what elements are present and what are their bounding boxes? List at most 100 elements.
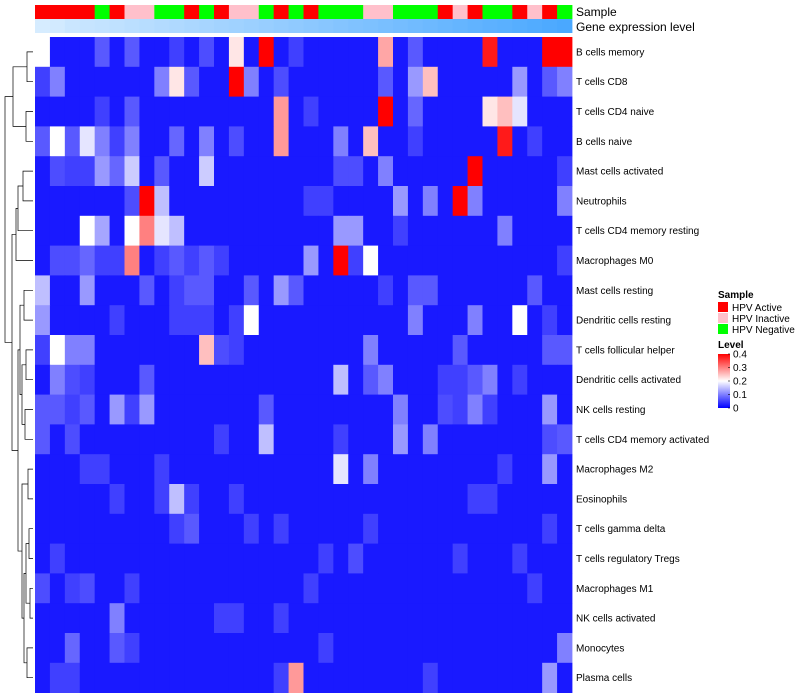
- heatmap-cell: [512, 424, 528, 455]
- heatmap-cell: [393, 394, 409, 425]
- heatmap-cell: [348, 573, 364, 604]
- heatmap-cell: [79, 424, 96, 455]
- heatmap-cell: [169, 603, 185, 634]
- heatmap-cell: [49, 394, 66, 425]
- sample-annotation-cell: [35, 5, 51, 19]
- heatmap-cell: [378, 573, 394, 604]
- heatmap-cell: [557, 215, 573, 246]
- heatmap-cell: [35, 424, 51, 455]
- heatmap-cell: [542, 603, 558, 634]
- sample-annotation-cell: [318, 5, 334, 19]
- heatmap-cell: [482, 156, 498, 187]
- heatmap-cell: [35, 126, 51, 157]
- heatmap-cell: [437, 275, 454, 306]
- heatmap-cell: [512, 543, 528, 574]
- heatmap-cell: [184, 484, 200, 515]
- heatmap-cell: [214, 454, 230, 485]
- row-label: Macrophages M0: [576, 256, 654, 267]
- heatmap-cell: [79, 156, 96, 187]
- heatmap-cell: [273, 513, 289, 544]
- row-label: Macrophages M2: [576, 465, 654, 476]
- heatmap-cell: [452, 603, 468, 634]
- heatmap-cell: [318, 573, 334, 604]
- heatmap-cell: [422, 156, 439, 187]
- heatmap-cell: [154, 335, 170, 366]
- heatmap-cell: [303, 394, 319, 425]
- sample-legend-title: Sample: [718, 290, 754, 301]
- heatmap-cell: [482, 573, 498, 604]
- dendrogram-branch: [21, 364, 26, 425]
- heatmap-cell: [228, 66, 245, 97]
- heatmap-cell: [303, 633, 319, 664]
- sample-annotation-cell: [482, 5, 498, 19]
- heatmap-cell: [94, 156, 110, 187]
- row-label: Plasma cells: [576, 673, 632, 684]
- heatmap-cell: [482, 126, 498, 157]
- heatmap-cell: [228, 424, 245, 455]
- heatmap-cell: [527, 484, 543, 515]
- heatmap-cell: [527, 424, 543, 455]
- heatmap-cell: [407, 126, 424, 157]
- heatmap-cell: [35, 633, 51, 664]
- heatmap-cell: [109, 245, 125, 276]
- heatmap-cell: [199, 424, 215, 455]
- heatmap-cell: [139, 126, 155, 157]
- heatmap-cell: [497, 662, 513, 693]
- heatmap-cell: [199, 96, 215, 127]
- heatmap-cell: [303, 96, 319, 127]
- heatmap-cell: [35, 662, 51, 693]
- heatmap-cell: [109, 215, 125, 246]
- heatmap-cell: [35, 543, 51, 574]
- heatmap-cell: [124, 126, 140, 157]
- heatmap-cell: [154, 126, 170, 157]
- heatmap-cell: [452, 156, 468, 187]
- row-label: NK cells activated: [576, 614, 655, 625]
- heatmap-cell: [139, 394, 155, 425]
- heatmap-cell: [199, 603, 215, 634]
- heatmap-cell: [303, 573, 319, 604]
- heatmap-cell: [228, 603, 245, 634]
- heatmap-cell: [184, 186, 200, 217]
- heatmap-cell: [139, 454, 155, 485]
- heatmap-cell: [154, 156, 170, 187]
- heatmap-cell: [348, 305, 364, 336]
- heatmap-cell: [258, 66, 275, 97]
- heatmap-cell: [79, 573, 96, 604]
- heatmap-cell: [139, 335, 155, 366]
- heatmap-cell: [199, 662, 215, 693]
- heatmap-cell: [109, 454, 125, 485]
- heatmap-cell: [214, 335, 230, 366]
- heatmap-cell: [452, 484, 468, 515]
- heatmap-cell: [288, 573, 304, 604]
- heatmap-cell: [512, 275, 528, 306]
- heatmap-cell: [363, 394, 379, 425]
- expression-annotation-bar: [35, 19, 573, 33]
- heatmap-cell: [35, 573, 51, 604]
- heatmap-cell: [482, 66, 498, 97]
- expression-annotation-cell: [527, 19, 543, 33]
- heatmap-cell: [542, 156, 558, 187]
- heatmap-cell: [169, 513, 185, 544]
- heatmap-cell: [467, 603, 483, 634]
- sample-annotation-cell: [288, 5, 304, 19]
- expression-annotation-cell: [542, 19, 558, 33]
- heatmap-cell: [557, 66, 573, 97]
- heatmap-cell: [109, 543, 125, 574]
- heatmap-cell: [482, 96, 498, 127]
- heatmap-cell: [467, 186, 483, 217]
- heatmap-cell: [482, 215, 498, 246]
- heatmap-cell: [303, 66, 319, 97]
- heatmap-cell: [393, 335, 409, 366]
- heatmap-cell: [273, 156, 289, 187]
- heatmap-cell: [557, 394, 573, 425]
- heatmap-cell: [288, 186, 304, 217]
- heatmap-cell: [378, 275, 394, 306]
- heatmap-cell: [318, 364, 334, 395]
- heatmap-cell: [318, 96, 334, 127]
- heatmap-cell: [303, 513, 319, 544]
- heatmap-cell: [109, 424, 125, 455]
- heatmap-cell: [199, 513, 215, 544]
- heatmap-cell: [542, 215, 558, 246]
- heatmap-cell: [169, 484, 185, 515]
- heatmap-cell: [482, 245, 498, 276]
